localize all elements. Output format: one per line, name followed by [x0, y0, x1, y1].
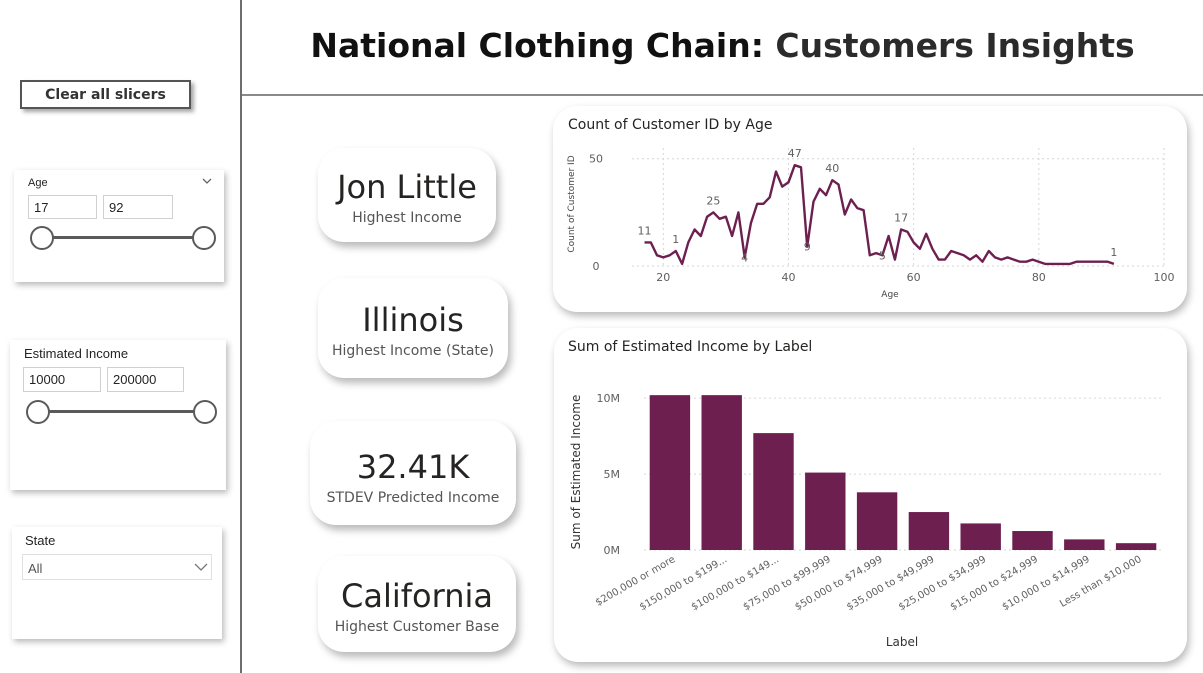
state-dropdown[interactable]: All: [22, 554, 212, 580]
kpi-caption: Highest Customer Base: [334, 619, 500, 635]
line-chart-x-tick: 100: [1154, 271, 1175, 284]
header-divider: [242, 94, 1203, 96]
chevron-down-icon[interactable]: [201, 176, 213, 186]
page-title-part1: National Clothing Chain:: [310, 26, 764, 65]
kpi-value: 32.41K: [356, 448, 470, 486]
bar-chart-x-tick: $35,000 to $49,999: [845, 554, 936, 613]
income-slicer-label: Estimated Income: [24, 346, 129, 361]
age-line-chart-panel: Count of Customer ID by Age Count of Cus…: [553, 106, 1187, 312]
age-slicer: Age 17 92: [14, 170, 224, 282]
line-chart-x-tick: 80: [1032, 271, 1046, 284]
line-chart-x-axis-label: Age: [881, 290, 899, 300]
bar-chart-bar: [1012, 531, 1053, 550]
page-title-part2: Customers Insights: [775, 26, 1135, 65]
bar-chart-y-axis-label: Sum of Estimated Income: [569, 395, 583, 550]
bar-chart-x-tick: $50,000 to $74,999: [793, 554, 884, 613]
kpi-caption: Highest Income (State): [332, 343, 494, 359]
clear-all-slicers-button[interactable]: Clear all slicers: [20, 80, 191, 109]
income-slider-max-handle[interactable]: [193, 400, 217, 424]
bar-chart-bar: [856, 492, 898, 550]
income-max-input[interactable]: 200000: [107, 367, 184, 392]
line-chart-x-tick: 20: [656, 271, 670, 284]
bar-chart-x-tick: $75,000 to $99,999: [741, 554, 832, 613]
line-chart-data-label: 17: [894, 212, 908, 225]
bar-chart-bar: [805, 472, 846, 550]
kpi-card-highest-income-state: Illinois Highest Income (State): [318, 278, 508, 378]
income-slicer: Estimated Income 10000 200000: [10, 340, 226, 490]
line-chart-y-tick: 50: [589, 153, 603, 166]
sidebar-divider: [240, 0, 242, 673]
bar-chart-x-tick: $10,000 to $14,999: [1000, 554, 1091, 613]
income-bar-chart-panel: Sum of Estimated Income by Label Sum of …: [554, 328, 1187, 662]
line-chart-data-label: 5: [879, 249, 886, 262]
bar-chart-bar: [908, 512, 950, 550]
age-max-input[interactable]: 92: [103, 195, 173, 219]
bar-chart-x-tick: $150,000 to $199...: [638, 554, 729, 613]
age-slider-min-handle[interactable]: [30, 226, 54, 250]
age-slicer-label: Age: [28, 177, 48, 189]
age-min-input[interactable]: 17: [28, 195, 97, 219]
kpi-caption: Highest Income: [352, 210, 462, 226]
line-chart-data-label: 25: [706, 194, 720, 207]
bar-chart-bar: [649, 395, 691, 550]
income-bar-chart[interactable]: Sum of Estimated Income Label 0M5M10M$20…: [554, 328, 1187, 662]
kpi-card-stdev-income: 32.41K STDEV Predicted Income: [310, 421, 516, 525]
bar-chart-bar: [1115, 543, 1157, 550]
income-min-input[interactable]: 10000: [23, 367, 101, 392]
state-dropdown-value: All: [28, 561, 43, 576]
bar-chart-bar: [960, 523, 1001, 550]
age-slider-track[interactable]: [42, 236, 204, 239]
bar-chart-y-tick: 5M: [604, 468, 621, 481]
line-chart-x-tick: 60: [907, 271, 921, 284]
line-chart-data-label: 47: [788, 147, 802, 160]
bar-chart-bar: [701, 395, 742, 550]
bar-chart-y-tick: 0M: [604, 544, 621, 557]
bar-chart-title: Sum of Estimated Income by Label: [568, 339, 813, 355]
bar-chart-x-tick: $25,000 to $34,999: [897, 554, 988, 613]
income-slider-track[interactable]: [38, 410, 206, 413]
line-chart-series-line: [644, 164, 1115, 266]
bar-chart-x-axis-label: Label: [886, 635, 918, 649]
page-title: National Clothing Chain: Customers Insig…: [242, 26, 1203, 65]
bar-chart-bar: [753, 433, 794, 550]
line-chart-data-label: 1: [672, 233, 679, 246]
line-chart-y-axis-label: Count of Customer ID: [567, 155, 577, 252]
kpi-value: Jon Little: [337, 168, 477, 206]
kpi-caption: STDEV Predicted Income: [326, 490, 500, 506]
line-chart-x-tick: 40: [781, 271, 795, 284]
bar-chart-x-tick: $100,000 to $149...: [690, 554, 781, 613]
age-line-chart[interactable]: Count of Customer ID Age 20 40 60 80 100 0 50 1…: [553, 106, 1187, 312]
line-chart-data-label: 1: [1110, 246, 1117, 259]
bar-chart-x-tick: $15,000 to $24,999: [949, 554, 1040, 613]
income-slider-min-handle[interactable]: [26, 400, 50, 424]
bar-chart-y-tick: 10M: [597, 392, 621, 405]
line-chart-data-label: 4: [741, 251, 748, 264]
kpi-card-customer-base: California Highest Customer Base: [318, 556, 516, 652]
line-chart-data-label: 40: [825, 162, 839, 175]
bar-chart-bar: [1064, 539, 1105, 550]
line-chart-data-label: 11: [638, 224, 652, 237]
kpi-value: California: [341, 577, 493, 615]
chevron-down-icon[interactable]: [194, 562, 208, 572]
age-slider-max-handle[interactable]: [192, 226, 216, 250]
line-chart-data-label: 9: [804, 241, 811, 254]
kpi-value: Illinois: [362, 301, 464, 339]
line-chart-title: Count of Customer ID by Age: [568, 117, 773, 133]
kpi-card-highest-income: Jon Little Highest Income: [318, 148, 496, 242]
state-slicer-label: State: [25, 533, 56, 548]
line-chart-y-tick: 0: [593, 260, 600, 273]
state-slicer: State All: [12, 527, 222, 639]
